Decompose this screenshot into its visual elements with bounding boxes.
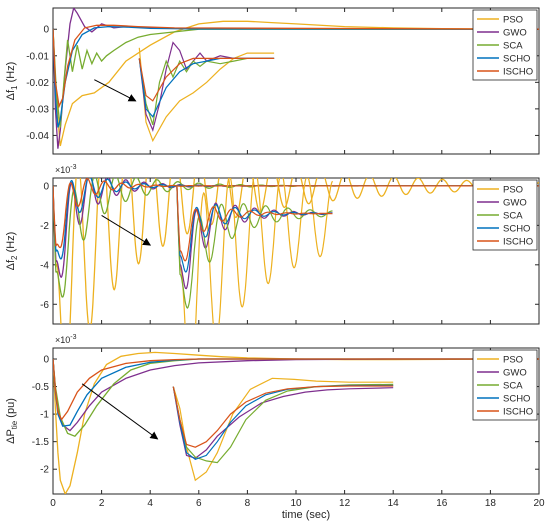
legend-label: SCA bbox=[503, 381, 523, 392]
inset-line-ischo bbox=[176, 185, 333, 262]
plot-area bbox=[52, 177, 540, 325]
y-tick-label: -0.01 bbox=[26, 51, 49, 62]
y-tick-label: -0.5 bbox=[32, 382, 50, 393]
zoom-arrow bbox=[81, 383, 159, 440]
inset-lines bbox=[138, 41, 275, 143]
x-tick-label: 4 bbox=[147, 498, 153, 509]
legend: PSO GWO SCA SCHO ISCHO bbox=[472, 179, 538, 251]
y-tick-label: -2 bbox=[40, 465, 49, 476]
x-tick-label: 14 bbox=[388, 498, 400, 509]
chart-panel-1: 0 -0.01 -0.02 -0.03 -0.04 Δf1 (Hz) PSO GWO SCA… bbox=[5, 7, 540, 155]
x-tick-label: 2 bbox=[99, 498, 105, 509]
x-ticks bbox=[52, 8, 540, 154]
legend-label: ISCHO bbox=[503, 67, 533, 78]
x-ticks bbox=[52, 178, 540, 324]
inset-line-ischo bbox=[172, 385, 394, 448]
legend-label: SCA bbox=[503, 211, 523, 222]
y-tick-label: -1 bbox=[40, 410, 49, 421]
plot-area bbox=[52, 7, 540, 155]
y-exponent: ×10-3 bbox=[55, 334, 77, 345]
x-tick-label: 12 bbox=[339, 498, 351, 509]
zoom-arrow bbox=[94, 79, 137, 102]
inset-line-pso bbox=[176, 178, 334, 324]
x-ticks: 0 2 4 6 8 10 12 14 16 18 20 bbox=[50, 348, 545, 509]
legend-label: SCHO bbox=[503, 54, 530, 65]
series-line-ischo bbox=[53, 178, 539, 249]
legend-label: SCHO bbox=[503, 224, 530, 235]
x-tick-label: 8 bbox=[245, 498, 251, 509]
chart-panel-3: 0 2 4 6 8 10 12 14 16 18 20 0 -0.5 -1 -1.5 -2 ×10-3 ΔP… bbox=[5, 334, 545, 509]
y-tick-label: -1.5 bbox=[32, 437, 50, 448]
legend-label: SCA bbox=[503, 41, 523, 52]
series-line-pso bbox=[53, 20, 539, 147]
y-exponent: ×10-3 bbox=[55, 164, 77, 175]
y-tick-label: -2 bbox=[40, 221, 49, 232]
series-line-ischo bbox=[53, 24, 539, 109]
legend-box bbox=[472, 9, 538, 81]
y-tick-label: 0 bbox=[43, 25, 49, 36]
series-lines bbox=[53, 351, 539, 494]
series-lines bbox=[53, 8, 539, 149]
x-tick-label: 0 bbox=[50, 498, 56, 509]
inset-lines bbox=[176, 178, 334, 324]
y-tick-label: -4 bbox=[40, 260, 49, 271]
series-line-sca bbox=[53, 28, 539, 128]
legend: PSO GWO SCA SCHO ISCHO bbox=[472, 9, 538, 81]
y-tick-label: -0.03 bbox=[26, 104, 49, 115]
series-line-pso bbox=[53, 178, 539, 324]
x-tick-label: 18 bbox=[485, 498, 497, 509]
y-tick-label: 0 bbox=[43, 181, 49, 192]
y-tick-label: 0 bbox=[43, 355, 49, 366]
y-tick-label: -0.02 bbox=[26, 78, 49, 89]
x-axis-label: time (sec) bbox=[282, 509, 330, 521]
legend-label: PSO bbox=[503, 185, 523, 196]
legend-label: GWO bbox=[503, 368, 527, 379]
legend-label: PSO bbox=[503, 15, 523, 26]
x-tick-label: 16 bbox=[436, 498, 448, 509]
legend-label: ISCHO bbox=[503, 407, 533, 418]
y-axis-label: Δf2 (Hz) bbox=[5, 232, 19, 271]
legend-label: PSO bbox=[503, 355, 523, 366]
series-line-scho bbox=[53, 25, 539, 128]
plot-area bbox=[52, 347, 540, 495]
y-tick-label: -6 bbox=[40, 300, 49, 311]
inset-lines bbox=[172, 377, 394, 482]
x-tick-label: 20 bbox=[533, 498, 545, 509]
y-axis-label: ΔPtie (pu) bbox=[5, 398, 19, 444]
x-tick-label: 6 bbox=[196, 498, 202, 509]
inset-line-gwo bbox=[172, 386, 394, 459]
x-tick-label: 10 bbox=[290, 498, 302, 509]
inset-line-ischo bbox=[138, 57, 275, 102]
chart-panel-2: 0 -2 -4 -6 ×10-3 Δf2 (Hz) PSO GWO SCA SCHO ISCH… bbox=[5, 164, 540, 325]
series-line-ischo bbox=[53, 358, 539, 421]
legend-label: GWO bbox=[503, 28, 527, 39]
legend-label: SCHO bbox=[503, 394, 530, 405]
series-lines bbox=[53, 178, 539, 324]
inset-line-sca bbox=[176, 185, 333, 309]
legend-label: ISCHO bbox=[503, 237, 533, 248]
legend-label: GWO bbox=[503, 198, 527, 209]
y-axis-label: Δf1 (Hz) bbox=[5, 62, 19, 101]
inset-line-sca bbox=[138, 57, 275, 125]
inset-line-pso bbox=[138, 47, 275, 143]
zoom-arrow bbox=[101, 215, 152, 246]
y-tick-label: -0.04 bbox=[26, 131, 49, 142]
legend: PSO GWO SCA SCHO ISCHO bbox=[472, 349, 538, 421]
